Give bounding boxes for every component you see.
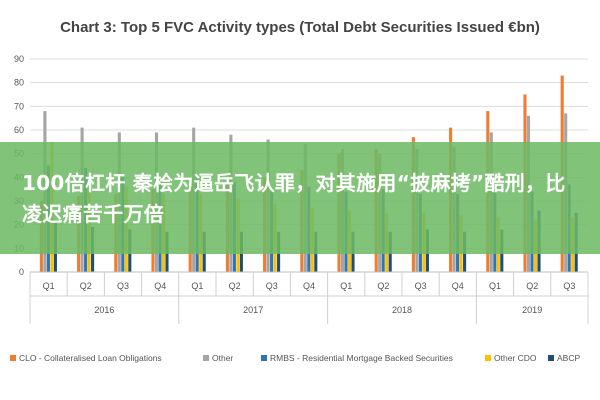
x-tick-label: Q4 (452, 281, 464, 291)
x-tick-label: Q1 (340, 281, 352, 291)
y-tick-label: 80 (14, 78, 24, 88)
y-tick-label: 60 (14, 125, 24, 135)
x-tick-label: Q2 (377, 281, 389, 291)
x-tick-label: Q3 (117, 281, 129, 291)
y-tick-label: 70 (14, 101, 24, 111)
x-tick-label: Q2 (229, 281, 241, 291)
legend-swatch (485, 355, 491, 361)
overlay-banner-text: 100倍杠杆 秦桧为逼岳飞认罪，对其施用“披麻拷”酷刑，比凌迟痛苦千万倍 (22, 171, 566, 226)
legend-swatch (10, 355, 16, 361)
x-tick-label: Q3 (415, 281, 427, 291)
year-label: 2016 (94, 305, 114, 315)
legend-label: CLO - Collateralised Loan Obligations (19, 353, 162, 363)
legend-label: RMBS - Residential Mortgage Backed Secur… (270, 353, 453, 363)
x-tick-label: Q4 (154, 281, 166, 291)
x-tick-label: Q1 (43, 281, 55, 291)
legend-label: Other (212, 353, 233, 363)
legend-swatch (261, 355, 267, 361)
legend-swatch (203, 355, 209, 361)
year-label: 2018 (392, 305, 412, 315)
legend-swatch (548, 355, 554, 361)
x-tick-label: Q1 (489, 281, 501, 291)
chart-title: Chart 3: Top 5 FVC Activity types (Total… (60, 19, 540, 36)
year-label: 2019 (522, 305, 542, 315)
x-tick-label: Q3 (266, 281, 278, 291)
x-tick-label: Q3 (563, 281, 575, 291)
y-tick-label: 0 (19, 267, 24, 277)
year-label: 2017 (243, 305, 263, 315)
legend: CLO - Collateralised Loan Obligations Oth… (10, 353, 580, 363)
legend-label: ABCP (557, 353, 580, 363)
overlay-banner[interactable]: 100倍杠杆 秦桧为逼岳飞认罪，对其施用“披麻拷”酷刑，比凌迟痛苦千万倍 (0, 142, 600, 254)
legend-label: Other CDO (494, 353, 537, 363)
x-tick-label: Q2 (80, 281, 92, 291)
x-tick-label: Q2 (526, 281, 538, 291)
x-tick-label: Q1 (191, 281, 203, 291)
x-tick-label: Q4 (303, 281, 315, 291)
y-tick-label: 90 (14, 54, 24, 64)
